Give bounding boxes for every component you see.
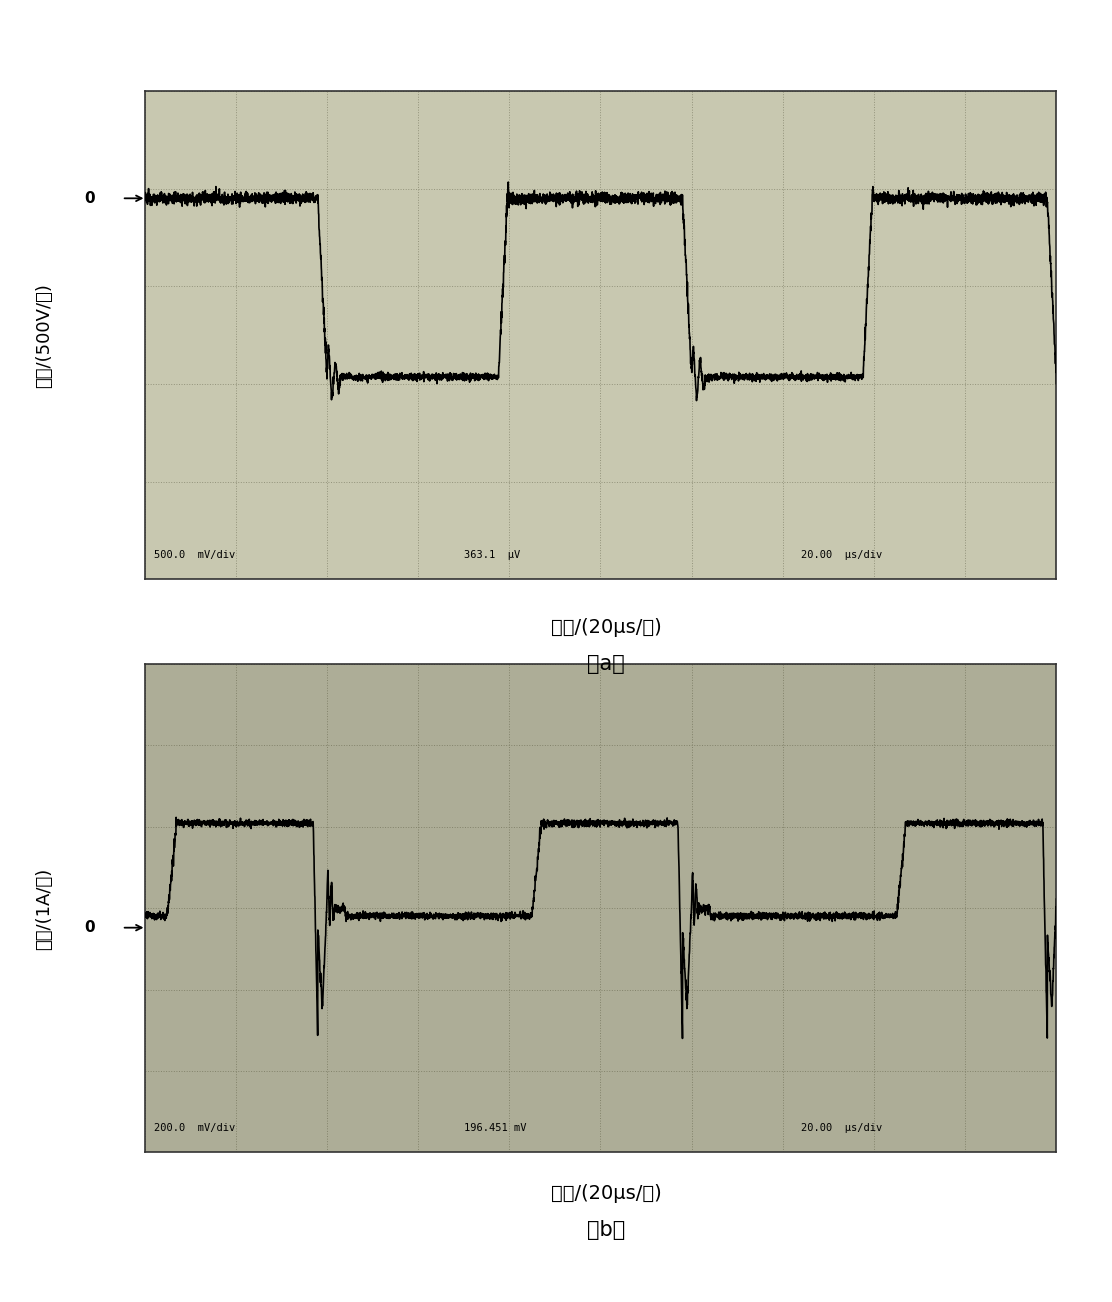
Text: 20.00  μs/div: 20.00 μs/div [801,549,882,560]
Text: 时间/(20μs/格): 时间/(20μs/格) [550,618,662,637]
Text: 196.451 mV: 196.451 mV [464,1122,526,1133]
Text: （a）: （a） [587,654,625,674]
Text: （b）: （b） [587,1220,625,1241]
Text: 时间/(20μs/格): 时间/(20μs/格) [550,1185,662,1203]
Text: 363.1  μV: 363.1 μV [464,549,520,560]
Text: 电压/(500V/格): 电压/(500V/格) [36,284,53,388]
Text: 0: 0 [83,191,95,206]
Text: 200.0  mV/div: 200.0 mV/div [153,1122,235,1133]
Text: 电流/(1A/格): 电流/(1A/格) [36,867,53,950]
Text: 0: 0 [83,921,95,935]
Text: 20.00  μs/div: 20.00 μs/div [801,1122,882,1133]
Text: 500.0  mV/div: 500.0 mV/div [153,549,235,560]
